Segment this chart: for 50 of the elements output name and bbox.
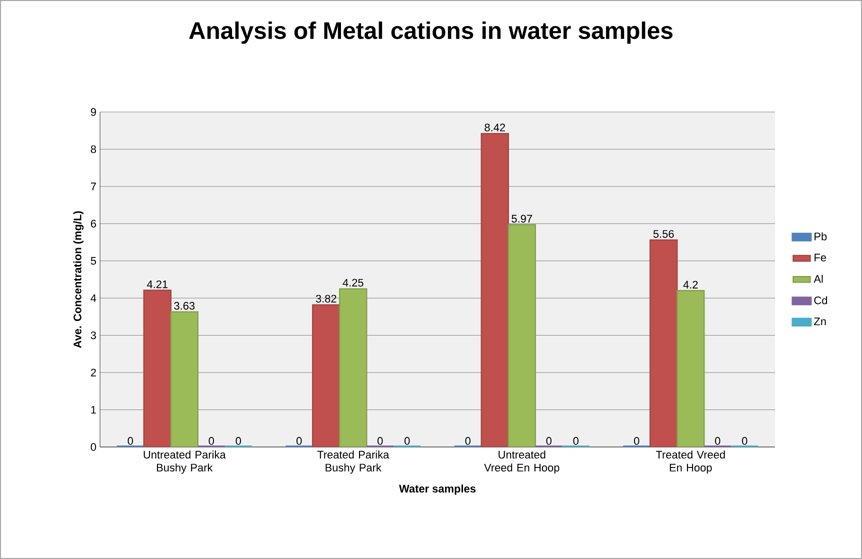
data-label: 5.97 [512, 214, 532, 223]
y-tick-label: 3 [90, 331, 96, 340]
bar [676, 290, 705, 447]
legend-label: Al [814, 274, 823, 283]
data-label: 0 [208, 437, 214, 445]
data-label: 3.82 [316, 294, 336, 303]
data-label: 5.56 [653, 230, 674, 238]
data-label: 8.42 [484, 124, 505, 132]
x-tick-label: Treated Vreed En Hoop [656, 450, 725, 474]
bar [312, 304, 340, 447]
y-tick-label: 9 [90, 108, 96, 116]
x-tick-label: Treated Parika Bushy Park [317, 450, 390, 474]
y-axis-title: Ave. Concentration (mg/L) [73, 211, 84, 348]
data-label: 0 [742, 437, 748, 445]
y-tick-label: 7 [90, 182, 96, 190]
data-label: 4.21 [146, 280, 168, 288]
legend-label: Cd [814, 296, 827, 304]
bar [170, 311, 198, 447]
bar [339, 288, 368, 447]
data-label: 0 [715, 437, 720, 445]
y-tick-label: 2 [90, 368, 96, 376]
data-label: 0 [296, 437, 302, 445]
data-label: 0 [634, 437, 640, 445]
data-label: 0 [378, 437, 383, 445]
data-label: 0 [236, 437, 241, 445]
bar [480, 132, 509, 447]
y-tick-label: 6 [90, 220, 96, 228]
legend-label: Zn [814, 318, 826, 326]
chart-title: Analysis of Metal cations in water samples [189, 22, 672, 44]
data-label: 0 [404, 437, 410, 445]
data-label: 0 [573, 437, 578, 445]
y-tick-label: 1 [91, 406, 96, 414]
x-tick-label: Untreated Parika Bushy Park [144, 450, 226, 474]
bar [508, 224, 536, 447]
data-label: 4.25 [342, 278, 364, 287]
y-tick-label: 4 [90, 294, 96, 302]
legend-label: Pb [814, 232, 827, 240]
x-axis-title: Water samples [399, 484, 476, 495]
data-label: 3.63 [174, 302, 195, 310]
data-label: 4.2 [683, 280, 698, 288]
data-label: 0 [128, 437, 133, 445]
data-label: 0 [546, 437, 552, 445]
data-label: 0 [465, 437, 470, 445]
bar [143, 290, 172, 447]
bar [650, 239, 678, 447]
y-tick-label: 0 [90, 443, 96, 451]
y-tick-label: 5 [90, 257, 96, 265]
y-tick-label: 8 [90, 145, 96, 154]
x-tick-label: Untreated Vreed En Hoop [484, 450, 560, 474]
legend-label: Fe [814, 254, 826, 262]
